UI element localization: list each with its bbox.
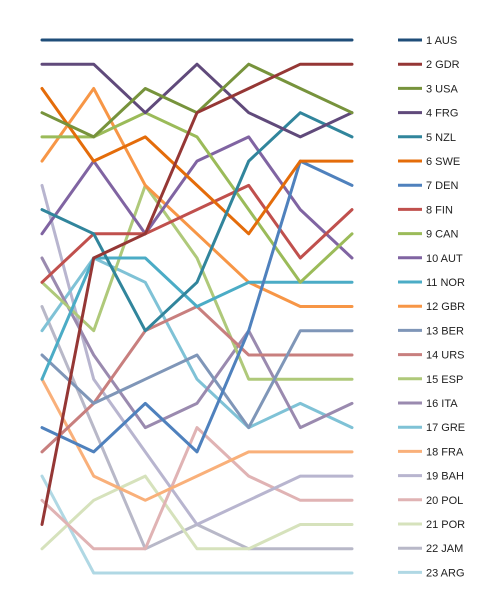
legend-label: 23 ARG: [426, 567, 465, 579]
series-line-13-ber: [40, 329, 354, 430]
legend-label: 3 USA: [426, 83, 458, 95]
legend: 1 AUS 2 GDR 3 USA 4 FRG 5 NZL 6 SWE 7 DEN 8 FIN…: [398, 35, 465, 579]
legend-label: 9 CAN: [426, 229, 458, 241]
legend-label: 15 ESP: [426, 374, 463, 386]
legend-label: 2 GDR: [426, 59, 460, 71]
series-line-23-arg: [40, 474, 354, 575]
series-line-20-pol: [40, 426, 354, 551]
series-line-19-bah: [40, 183, 354, 526]
legend-label: 19 BAH: [426, 471, 464, 483]
legend-label: 10 AUT: [426, 253, 463, 265]
legend-label: 17 GRE: [426, 422, 465, 434]
legend-label: 20 POL: [426, 495, 463, 507]
legend-label: 6 SWE: [426, 156, 460, 168]
series-line-16-ita: [40, 256, 354, 430]
series-line-21-por: [40, 474, 354, 551]
legend-label: 16 ITA: [426, 398, 458, 410]
legend-label: 21 POR: [426, 519, 465, 531]
legend-label: 7 DEN: [426, 180, 458, 192]
series-line-2-gdr: [40, 62, 354, 526]
legend-label: 11 NOR: [426, 277, 465, 289]
legend-label: 12 GBR: [426, 301, 465, 313]
series-line-3-usa: [40, 62, 354, 139]
legend-label: 14 URS: [426, 350, 465, 362]
legend-label: 18 FRA: [426, 446, 464, 458]
series-line-5-nzl: [40, 111, 354, 333]
legend-label: 13 BER: [426, 325, 464, 337]
plot-area: [40, 38, 354, 575]
legend-label: 1 AUS: [426, 35, 457, 47]
series-line-18-fra: [40, 377, 354, 502]
legend-label: 22 JAM: [426, 543, 463, 555]
series-line-15-esp: [40, 183, 354, 381]
series-line-4-frg: [40, 62, 354, 139]
series-line-6-swe: [40, 87, 354, 236]
series-line-12-gbr: [40, 87, 354, 308]
legend-label: 8 FIN: [426, 204, 453, 216]
legend-label: 5 NZL: [426, 132, 456, 144]
legend-label: 4 FRG: [426, 108, 458, 120]
